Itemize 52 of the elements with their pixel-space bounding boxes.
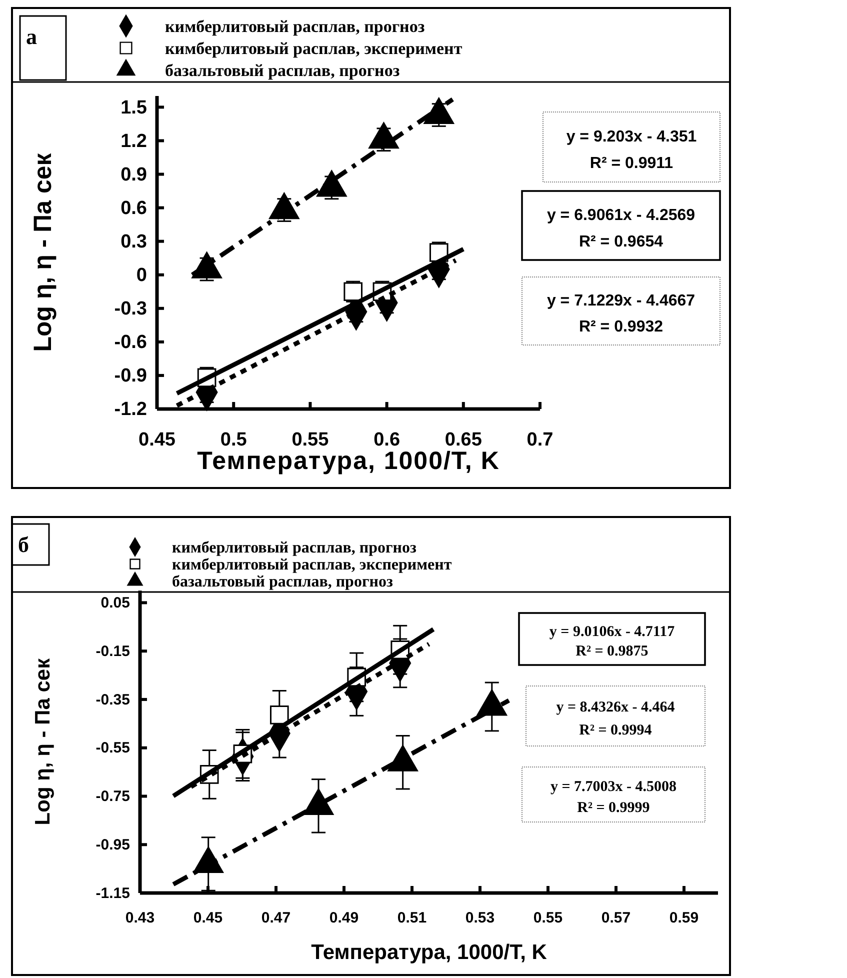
annotation: R² = 0.9875	[576, 644, 648, 660]
text: R² = 0.9911	[590, 155, 674, 172]
y-axis-title: Log η, η - Па сек	[31, 658, 54, 826]
y-tick-label: 0.05	[100, 594, 130, 612]
y-tick-label: -0.15	[96, 642, 130, 660]
annotation: y = 7.7003x - 4.5008	[550, 778, 677, 795]
y-tick-label: -0.9	[114, 366, 147, 387]
y-tick-label: -0.3	[114, 298, 147, 320]
x-axis-title: Температура, 1000/T, K	[311, 941, 547, 964]
x-tick-label: 0.53	[465, 910, 495, 927]
x-tick-label: 0.45	[193, 910, 223, 927]
text: y = 7.1229x - 4.4667	[546, 292, 696, 310]
x-tick-label: 0.55	[533, 910, 563, 927]
x-tick-label: 0.47	[261, 910, 291, 927]
y-tick-label: 0.3	[120, 231, 147, 252]
annotation: R² = 0.9999	[577, 800, 650, 816]
y-tick-label: -0.6	[114, 332, 147, 354]
x-tick-label: 0.43	[125, 910, 155, 927]
annotation: y = 8.4326x - 4.464	[556, 700, 676, 716]
y-tick-label: -0.75	[96, 788, 130, 806]
chart-title: а	[26, 24, 37, 49]
y-tick-label: -0.35	[96, 691, 130, 708]
annotation: R² = 0.9994	[579, 722, 652, 738]
text: R² = 0.9654	[578, 233, 664, 250]
y-tick-label: 0	[136, 264, 147, 286]
text: R² = 0.9932	[578, 318, 664, 336]
legend-label: базальтовый расплав, прогноз	[165, 60, 400, 80]
annotation: y = 9.0106x - 4.7117	[549, 624, 676, 640]
y-tick-label: 0.9	[120, 164, 147, 186]
text: y = 6.9061x - 4.2569	[546, 207, 696, 224]
y-tick-label: -0.95	[96, 836, 130, 854]
y-tick-label: -1.2	[114, 399, 147, 420]
y-axis-title: Log η, η - Па сек	[28, 152, 57, 352]
x-tick-label: 0.57	[601, 910, 631, 927]
legend-label: кимберлитовый расплав, прогноз	[165, 16, 425, 36]
y-tick-label: -0.55	[96, 740, 130, 757]
y-tick-label: 1.5	[120, 97, 148, 118]
legend-label: базальтовый расплав, прогноз	[172, 574, 394, 591]
y-tick-label: -1.15	[96, 884, 130, 902]
x-tick-label: 0.45	[138, 429, 176, 450]
legend-label: кимберлитовый расплав, прогноз	[172, 540, 417, 557]
chart-title: б	[18, 532, 29, 557]
x-tick-label: 0.49	[329, 910, 359, 927]
legend-label: кимберлитовый расплав, эксперимент	[172, 556, 452, 574]
point	[270, 706, 289, 724]
x-tick-label: 0.51	[397, 910, 427, 927]
y-tick-label: 1.2	[120, 130, 147, 152]
x-tick-label: 0.59	[669, 910, 699, 927]
legend-label: кимберлитовый расплав, эксперимент	[165, 38, 463, 58]
y-tick-label: 0.6	[120, 198, 147, 219]
text: y = 9.203x - 4.351	[566, 128, 697, 146]
x-tick-label: 0.7	[526, 429, 554, 450]
